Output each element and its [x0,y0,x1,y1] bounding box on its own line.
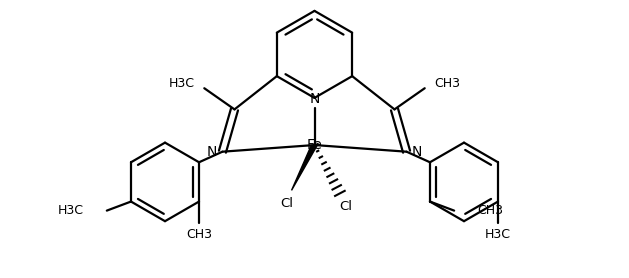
Text: CH3: CH3 [186,228,212,241]
Text: H3C: H3C [58,204,84,217]
Text: N: N [411,145,422,159]
Text: CH3: CH3 [435,77,460,90]
Text: H3C: H3C [485,228,511,241]
Text: CH3: CH3 [477,204,503,217]
Polygon shape [291,143,318,190]
Text: Cl: Cl [280,197,293,210]
Text: N: N [309,92,320,106]
Text: H3C: H3C [169,77,194,90]
Text: N: N [207,145,218,159]
Text: Fe: Fe [306,138,323,152]
Text: Cl: Cl [340,200,352,213]
